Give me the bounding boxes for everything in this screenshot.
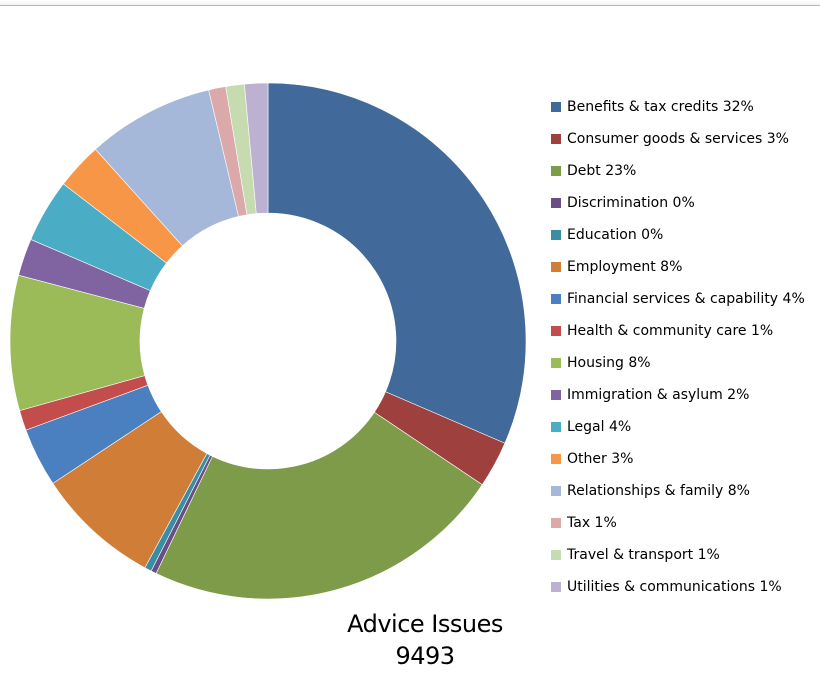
legend-item: Travel & transport 1% [551, 539, 816, 571]
legend-label: Debt 23% [567, 163, 637, 179]
legend-item: Housing 8% [551, 347, 816, 379]
legend-label: Employment 8% [567, 259, 683, 275]
legend-swatch [551, 102, 561, 112]
legend-swatch [551, 390, 561, 400]
legend-swatch [551, 422, 561, 432]
legend-item: Health & community care 1% [551, 315, 816, 347]
legend-swatch [551, 134, 561, 144]
legend-label: Immigration & asylum 2% [567, 387, 750, 403]
legend-item: Debt 23% [551, 155, 816, 187]
legend-label: Housing 8% [567, 355, 651, 371]
top-border [0, 0, 820, 6]
legend-item: Benefits & tax credits 32% [551, 91, 816, 123]
legend-item: Immigration & asylum 2% [551, 379, 816, 411]
legend-label: Financial services & capability 4% [567, 291, 805, 307]
legend-label: Education 0% [567, 227, 664, 243]
legend-label: Consumer goods & services 3% [567, 131, 789, 147]
legend-swatch [551, 454, 561, 464]
legend-swatch [551, 166, 561, 176]
legend-item: Employment 8% [551, 251, 816, 283]
legend-label: Discrimination 0% [567, 195, 695, 211]
legend-item: Utilities & communications 1% [551, 571, 816, 603]
donut-slice-3 [155, 411, 483, 600]
legend-swatch [551, 358, 561, 368]
legend-label: Other 3% [567, 451, 634, 467]
legend-swatch [551, 262, 561, 272]
legend-label: Travel & transport 1% [567, 547, 720, 563]
legend-item: Consumer goods & services 3% [551, 123, 816, 155]
legend-item: Legal 4% [551, 411, 816, 443]
chart-title-block: Advice Issues 9493 [325, 608, 525, 672]
legend-label: Health & community care 1% [567, 323, 774, 339]
legend-swatch [551, 582, 561, 592]
legend-swatch [551, 326, 561, 336]
legend-item: Education 0% [551, 219, 816, 251]
legend-swatch [551, 550, 561, 560]
donut-slice-1 [267, 82, 527, 444]
donut-slice-16 [244, 82, 269, 214]
legend-item: Other 3% [551, 443, 816, 475]
legend-label: Benefits & tax credits 32% [567, 99, 754, 115]
legend-item: Relationships & family 8% [551, 475, 816, 507]
legend-label: Legal 4% [567, 419, 632, 435]
legend-swatch [551, 486, 561, 496]
legend-label: Relationships & family 8% [567, 483, 750, 499]
legend-item: Discrimination 0% [551, 187, 816, 219]
legend-item: Financial services & capability 4% [551, 283, 816, 315]
legend-swatch [551, 230, 561, 240]
chart-title: Advice Issues [347, 610, 503, 638]
legend-swatch [551, 198, 561, 208]
legend-item: Tax 1% [551, 507, 816, 539]
chart-legend: Benefits & tax credits 32% Consumer goods… [551, 91, 816, 603]
legend-swatch [551, 294, 561, 304]
legend-swatch [551, 518, 561, 528]
chart-total: 9493 [395, 642, 455, 670]
legend-label: Tax 1% [567, 515, 617, 531]
legend-label: Utilities & communications 1% [567, 579, 782, 595]
